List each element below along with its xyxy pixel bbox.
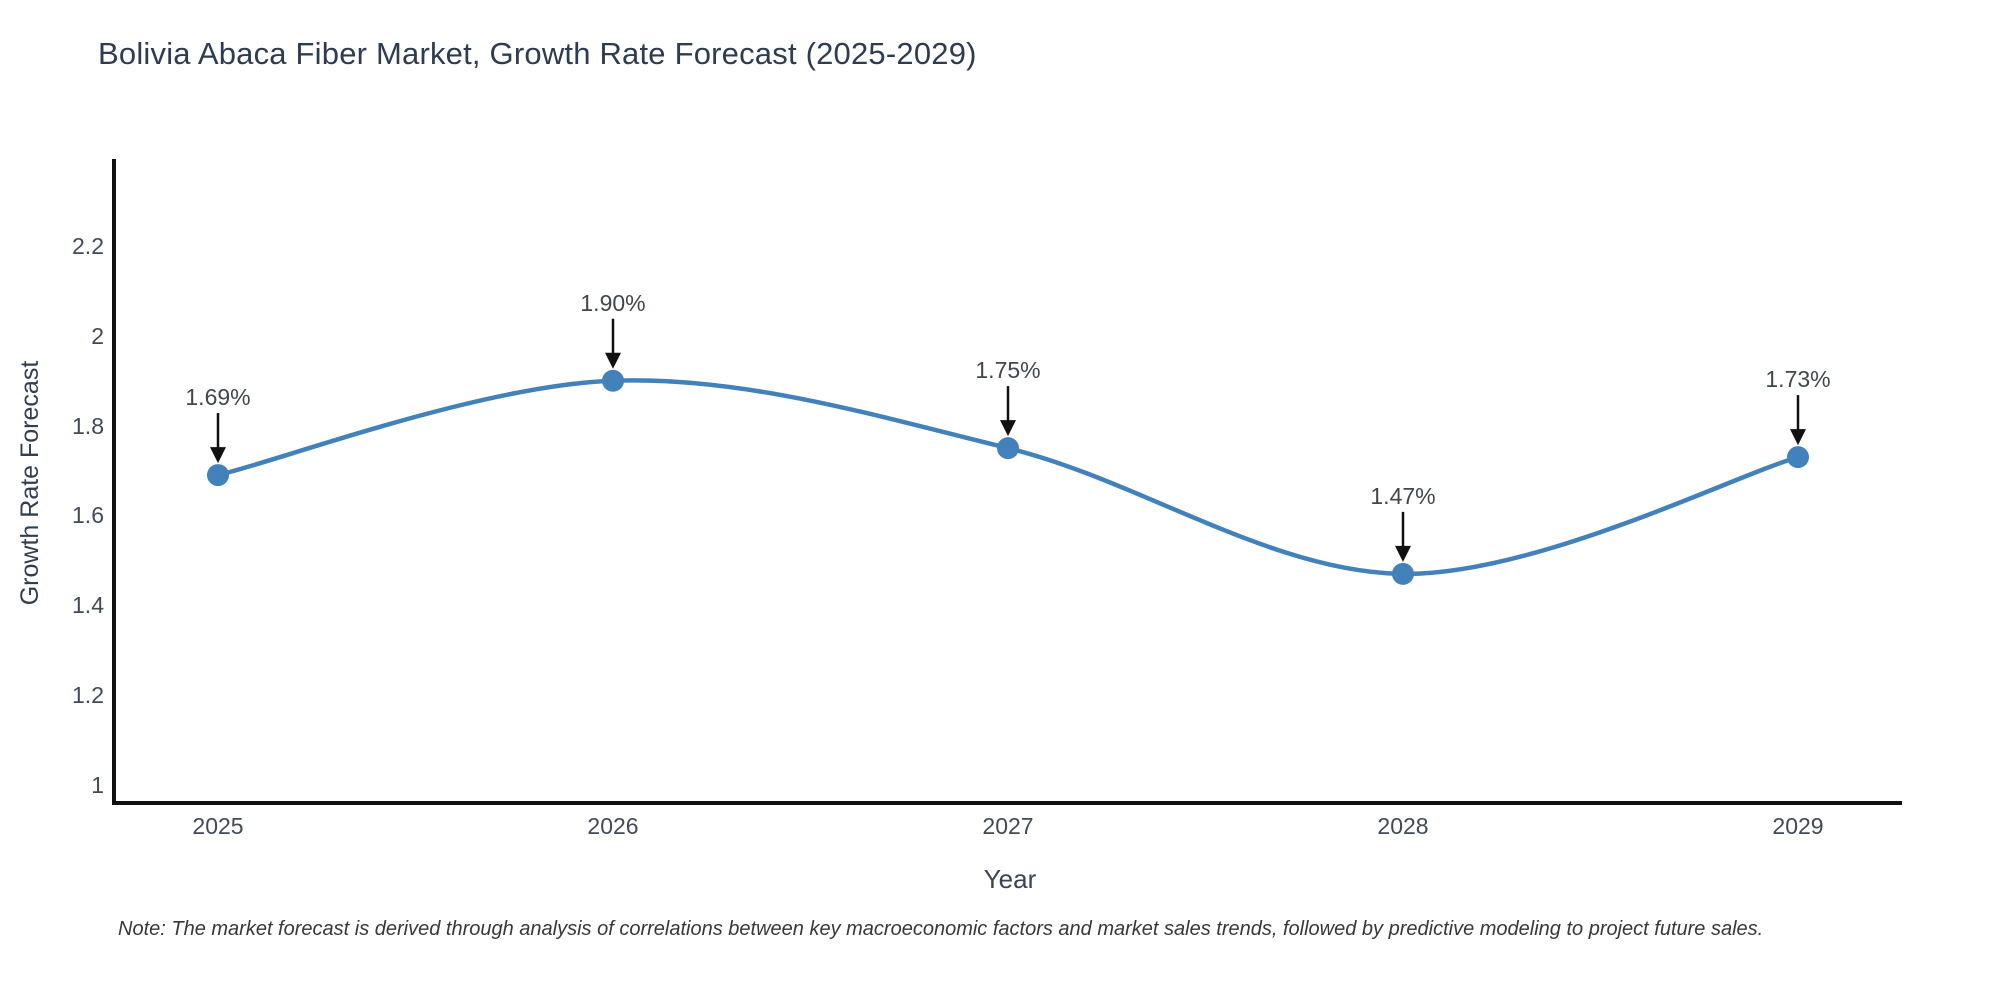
data-point-label-2028: 1.47% — [1370, 482, 1436, 509]
x-axis-title: Year — [983, 864, 1037, 894]
x-tick-label-2028: 2028 — [1377, 813, 1429, 839]
data-point-label-2025: 1.69% — [185, 384, 251, 411]
y-tick-label-1: 1 — [91, 772, 104, 798]
data-point-marker-2025 — [207, 464, 229, 487]
x-tick-label-2029: 2029 — [1772, 813, 1824, 839]
data-point-label-2026: 1.90% — [580, 289, 646, 316]
annotation-arrow-head-2027 — [1000, 420, 1016, 437]
chart-title: Bolivia Abaca Fiber Market, Growth Rate … — [98, 36, 977, 71]
annotation-arrow-head-2026 — [605, 352, 621, 369]
y-tick-label-2.2: 2.2 — [72, 232, 104, 259]
x-tick-label-2027: 2027 — [982, 813, 1034, 839]
annotation-arrow-head-2029 — [1790, 429, 1806, 446]
annotation-arrow-head-2028 — [1395, 545, 1411, 562]
x-tick-label-2025: 2025 — [192, 813, 244, 839]
data-point-label-2027: 1.75% — [975, 357, 1041, 384]
data-point-marker-2026 — [602, 369, 624, 392]
y-tick-label-1.8: 1.8 — [72, 412, 104, 439]
annotation-arrow-head-2025 — [210, 447, 226, 464]
y-tick-label-2: 2 — [91, 322, 104, 349]
x-tick-label-2026: 2026 — [587, 813, 639, 839]
y-tick-label-1.2: 1.2 — [72, 682, 104, 709]
data-point-label-2029: 1.73% — [1765, 366, 1831, 393]
chart-note: Note: The market forecast is derived thr… — [118, 918, 1764, 940]
data-point-marker-2029 — [1787, 446, 1809, 469]
y-tick-label-1.4: 1.4 — [72, 592, 104, 619]
data-point-marker-2027 — [997, 437, 1019, 460]
data-point-marker-2028 — [1392, 562, 1414, 585]
y-tick-label-1.6: 1.6 — [72, 502, 104, 529]
